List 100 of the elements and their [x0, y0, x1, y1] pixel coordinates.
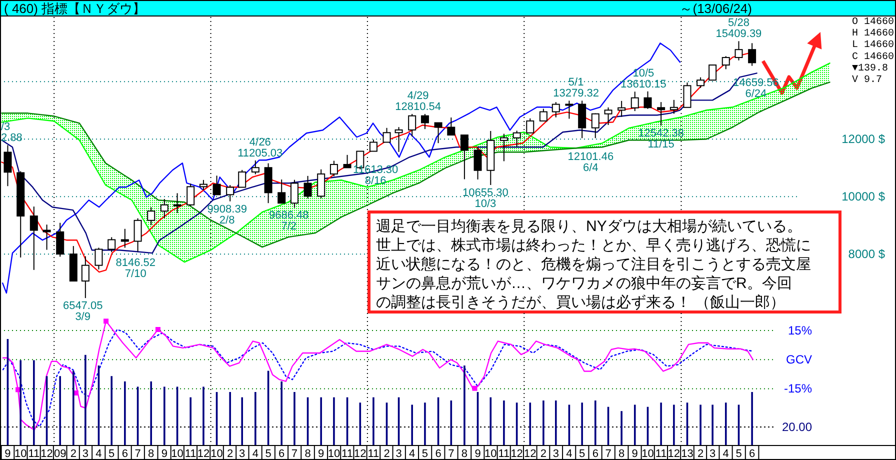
annotation: 12101.46: [568, 151, 614, 164]
annotation: 8/16: [364, 175, 386, 188]
candlestick: [420, 113, 429, 130]
candlestick: [722, 56, 730, 70]
candlestick: [343, 154, 352, 168]
x-tick-label: 10: [642, 448, 654, 460]
x-tick-label: 6: [748, 448, 756, 460]
candlestick: [539, 108, 548, 122]
candlestick: [382, 127, 391, 143]
candlestick: [734, 40, 743, 61]
candlestick: [81, 256, 90, 299]
annotation: ▼139.8: [852, 63, 888, 74]
x-tick-label: 2: [540, 448, 546, 460]
candlestick: [630, 91, 639, 112]
annotation: 8146.52: [116, 257, 156, 270]
x-tick-label: 3: [710, 448, 716, 460]
x-tick-label: 8: [304, 448, 311, 460]
candlestick: [304, 175, 312, 199]
x-tick-label: 4: [566, 448, 572, 460]
x-tick-label: 4: [252, 448, 258, 460]
x-tick-label: 2: [384, 448, 390, 460]
annotation: V 9.7: [852, 75, 882, 86]
y-tick-label: 8000 $: [848, 247, 886, 262]
x-tick-label: 3: [552, 448, 559, 460]
annotation: /3: [1, 121, 10, 134]
annotation: 6547.05: [62, 300, 103, 312]
x-tick-label: 9: [4, 448, 11, 460]
annotation: サンの鼻息が荒いが…、ワケワカメの狼中年の妄言でR。今回: [376, 275, 792, 292]
x-tick-label: 3: [239, 448, 246, 460]
candlestick: [434, 122, 442, 144]
x-tick-label: 12: [668, 448, 680, 460]
annotation: 12810.54: [395, 100, 442, 113]
x-tick-label: 11: [368, 448, 380, 460]
x-tick-label: 9: [318, 448, 324, 460]
x-tick-label: 9: [161, 448, 168, 460]
x-tick-label: 3: [396, 448, 402, 460]
x-tick-label: 5: [579, 448, 586, 460]
x-tick-label: 2: [697, 448, 704, 460]
annotation: 13279.32: [553, 88, 600, 100]
annotation: 10/5: [632, 67, 654, 80]
annotation: 20.00: [782, 420, 812, 434]
y-tick-label: 15%: [788, 323, 812, 338]
candlestick: [120, 228, 129, 248]
x-tick-label: 11: [28, 448, 40, 460]
annotation: 12542.38: [638, 128, 684, 140]
x-tick-label: 12: [510, 448, 523, 460]
x-tick-label: 10: [14, 448, 27, 460]
candlestick: [500, 133, 508, 162]
x-tick-label: 4: [409, 448, 416, 460]
y-tick-label: 12000 $: [842, 132, 886, 146]
candlestick: [134, 218, 142, 252]
candlestick: [4, 144, 12, 187]
x-tick-label: 5: [108, 448, 115, 460]
x-tick-label: 7: [291, 448, 298, 460]
candlestick: [290, 179, 298, 208]
annotation: 6/4: [583, 162, 598, 174]
candlestick: [708, 64, 717, 81]
annotation: 週足で一目均衡表を見る限り、NYダウは大相場が続いている。: [376, 218, 802, 235]
chart-subtitle: ～(13/06/24): [680, 1, 752, 16]
x-tick-label: 10: [328, 448, 340, 460]
annotation: 9686.48: [269, 210, 309, 222]
x-tick-label: 9: [474, 448, 481, 460]
annotation: 世上では、株式市場は終わった！とか、早く売り逃げろ、恐慌に: [376, 237, 811, 254]
x-tick-label: 6: [592, 448, 598, 460]
annotation: 5/1: [568, 76, 584, 89]
annotation: 15409.39: [716, 28, 762, 40]
candlestick: [447, 116, 456, 136]
x-tick-label: 12: [197, 448, 210, 460]
x-tick-label: 10: [171, 448, 184, 460]
annotation: 4/29: [407, 90, 429, 102]
annotation: の調整は長引きそうだが、買い場は必ず来る！ （飯山一郎）: [376, 294, 786, 311]
point: [472, 386, 478, 391]
candlestick: [408, 113, 416, 137]
annotation: L 14660: [852, 40, 894, 52]
candlestick: [186, 183, 195, 206]
annotation: 7/10: [124, 268, 146, 280]
candlestick: [604, 106, 612, 126]
annotation: 11205.03: [238, 147, 283, 160]
candlestick: [552, 102, 560, 118]
x-tick-label: 12: [354, 448, 366, 460]
annotation: H 14660: [852, 28, 894, 40]
point: [155, 327, 160, 332]
annotation: 近い状態になる！のと、危機を煽って注目を引こうとする売文屋: [376, 256, 811, 273]
x-tick-label: 5: [265, 448, 272, 460]
candlestick: [173, 192, 182, 214]
annotation: 3/9: [75, 311, 90, 324]
candlestick: [30, 206, 38, 270]
candlestick: [657, 102, 666, 126]
candlestick: [578, 100, 586, 139]
annotation: 5/28: [728, 17, 750, 30]
candlestick: [94, 247, 103, 270]
x-tick-label: 11: [342, 448, 353, 460]
x-tick-label: 10: [484, 448, 497, 460]
candlestick: [644, 90, 652, 110]
x-tick-label: 11: [655, 448, 667, 460]
candlestick: [147, 206, 156, 226]
candlestick: [591, 112, 600, 139]
annotation: O 14660: [852, 17, 894, 28]
x-tick-label: 6: [278, 448, 285, 460]
annotation: 2.88: [1, 132, 22, 144]
